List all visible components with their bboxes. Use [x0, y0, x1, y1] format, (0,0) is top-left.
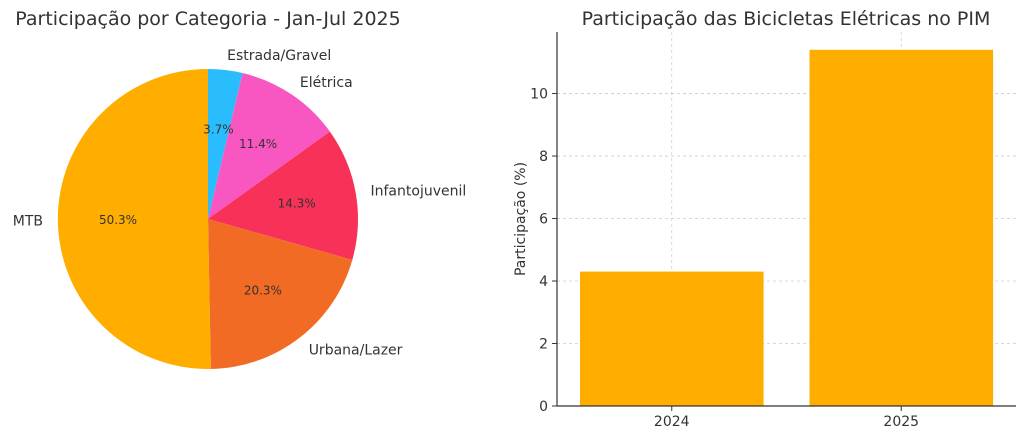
pie-label-eletrica: Elétrica [300, 75, 353, 91]
y-tick-label: 6 [539, 212, 548, 228]
bar-bars [580, 49, 994, 407]
y-tick-label: 0 [539, 399, 548, 415]
pie-slice-estrada-gravel [208, 69, 243, 219]
pie-percent-labels: 3.7% 11.4% 14.3% 20.3% 50.3% [99, 123, 316, 298]
bar-y-axis-label: Participação (%) [513, 162, 529, 276]
pie-percent-eletrica: 11.4% [239, 137, 277, 151]
pie-label-infantojuvenil: Infantojuvenil [371, 184, 467, 200]
bar-y-ticks: 0 2 4 6 8 10 [530, 87, 557, 415]
y-tick-label: 2 [539, 337, 548, 353]
pie-slices [57, 68, 358, 369]
pie-chart: Participação por Categoria - Jan-Jul 202… [13, 8, 467, 369]
x-tick-label: 2024 [654, 414, 690, 430]
x-tick-label: 2025 [883, 414, 919, 430]
bar-chart-title: Participação das Bicicletas Elétricas no… [582, 8, 991, 30]
pie-label-urbana-lazer: Urbana/Lazer [309, 343, 403, 359]
pie-chart-title: Participação por Categoria - Jan-Jul 202… [15, 8, 400, 30]
pie-slice-eletrica [208, 73, 330, 219]
bar-chart: Participação das Bicicletas Elétricas no… [513, 8, 1016, 430]
pie-slice-infantojuvenil [208, 131, 358, 260]
bar-2025 [809, 49, 994, 407]
pie-percent-urbana-lazer: 20.3% [244, 283, 282, 297]
y-tick-label: 8 [539, 149, 548, 165]
pie-slice-mtb [57, 68, 211, 369]
pie-percent-estrada-gravel: 3.7% [203, 123, 234, 137]
bar-x-ticks: 2024 2025 [654, 406, 919, 430]
pie-slice-urbana-lazer [208, 219, 353, 369]
pie-label-mtb: MTB [13, 214, 43, 230]
y-tick-label: 10 [530, 87, 548, 103]
pie-wedge-labels: Estrada/Gravel Elétrica Infantojuvenil Urba… [13, 48, 467, 359]
pie-percent-mtb: 50.3% [99, 213, 137, 227]
pie-label-estrada-gravel: Estrada/Gravel [227, 48, 331, 64]
bar-2024 [580, 271, 764, 406]
y-tick-label: 4 [539, 274, 548, 290]
pie-percent-infantojuvenil: 14.3% [278, 197, 316, 211]
